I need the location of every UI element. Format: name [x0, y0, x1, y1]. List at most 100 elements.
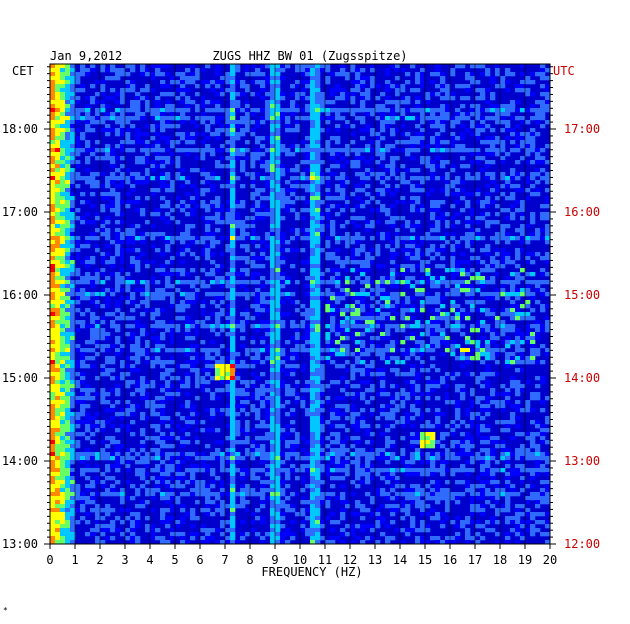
heatmap-cell	[385, 164, 391, 169]
heatmap-cell	[330, 232, 336, 237]
heatmap-cell	[50, 312, 56, 317]
heatmap-cell	[255, 216, 261, 221]
heatmap-cell	[295, 432, 301, 437]
heatmap-cell	[265, 212, 271, 217]
heatmap-cell	[440, 336, 446, 341]
heatmap-cell	[425, 368, 431, 373]
heatmap-cell	[350, 396, 356, 401]
heatmap-cell	[270, 128, 276, 133]
heatmap-cell	[420, 280, 426, 285]
heatmap-cell	[55, 308, 61, 313]
heatmap-cell	[355, 260, 361, 265]
heatmap-cell	[305, 108, 311, 113]
heatmap-cell	[305, 260, 311, 265]
heatmap-cell	[105, 288, 111, 293]
heatmap-cell	[125, 400, 131, 405]
heatmap-cell	[85, 128, 91, 133]
heatmap-cell	[525, 88, 531, 93]
heatmap-cell	[350, 68, 356, 73]
heatmap-cell	[120, 184, 126, 189]
heatmap-cell	[400, 316, 406, 321]
heatmap-cell	[435, 124, 441, 129]
heatmap-cell	[415, 288, 421, 293]
heatmap-cell	[215, 320, 221, 325]
heatmap-cell	[380, 264, 386, 269]
heatmap-cell	[405, 180, 411, 185]
heatmap-cell	[450, 264, 456, 269]
heatmap-cell	[175, 164, 181, 169]
heatmap-cell	[440, 304, 446, 309]
heatmap-cell	[450, 260, 456, 265]
heatmap-cell	[65, 244, 71, 249]
heatmap-cell	[450, 244, 456, 249]
heatmap-cell	[50, 340, 56, 345]
heatmap-cell	[500, 140, 506, 145]
heatmap-cell	[205, 108, 211, 113]
heatmap-cell	[350, 304, 356, 309]
heatmap-cell	[325, 308, 331, 313]
heatmap-cell	[305, 348, 311, 353]
heatmap-cell	[105, 132, 111, 137]
heatmap-cell	[65, 96, 71, 101]
heatmap-cell	[70, 236, 76, 241]
heatmap-cell	[510, 312, 516, 317]
heatmap-cell	[340, 176, 346, 181]
heatmap-cell	[85, 364, 91, 369]
heatmap-cell	[275, 356, 281, 361]
heatmap-cell	[395, 216, 401, 221]
heatmap-cell	[480, 284, 486, 289]
heatmap-cell	[465, 192, 471, 197]
heatmap-cell	[210, 280, 216, 285]
heatmap-cell	[270, 244, 276, 249]
heatmap-cell	[445, 220, 451, 225]
heatmap-cell	[535, 192, 541, 197]
heatmap-cell	[245, 72, 251, 77]
heatmap-cell	[230, 320, 236, 325]
heatmap-cell	[160, 164, 166, 169]
heatmap-cell	[75, 136, 81, 141]
heatmap-cell	[80, 220, 86, 225]
heatmap-cell	[145, 160, 151, 165]
heatmap-cell	[195, 236, 201, 241]
heatmap-cell	[75, 320, 81, 325]
heatmap-cell	[135, 268, 141, 273]
heatmap-cell	[355, 420, 361, 425]
heatmap-cell	[90, 232, 96, 237]
heatmap-cell	[475, 328, 481, 333]
heatmap-cell	[510, 148, 516, 153]
heatmap-cell	[450, 216, 456, 221]
heatmap-cell	[205, 388, 211, 393]
heatmap-cell	[480, 324, 486, 329]
heatmap-cell	[55, 92, 61, 97]
heatmap-cell	[205, 116, 211, 121]
heatmap-cell	[340, 208, 346, 213]
heatmap-cell	[75, 148, 81, 153]
heatmap-cell	[415, 320, 421, 325]
heatmap-cell	[55, 152, 61, 157]
heatmap-cell	[480, 416, 486, 421]
heatmap-cell	[100, 80, 106, 85]
heatmap-cell	[480, 336, 486, 341]
heatmap-cell	[530, 280, 536, 285]
heatmap-cell	[310, 72, 316, 77]
heatmap-cell	[355, 248, 361, 253]
heatmap-cell	[175, 328, 181, 333]
heatmap-cell	[90, 364, 96, 369]
heatmap-cell	[505, 364, 511, 369]
heatmap-cell	[520, 368, 526, 373]
heatmap-cell	[55, 72, 61, 77]
heatmap-cell	[435, 344, 441, 349]
heatmap-cell	[255, 156, 261, 161]
heatmap-cell	[235, 120, 241, 125]
heatmap-cell	[370, 76, 376, 81]
heatmap-cell	[190, 412, 196, 417]
heatmap-cell	[470, 300, 476, 305]
heatmap-cell	[60, 76, 66, 81]
heatmap-cell	[115, 244, 121, 249]
heatmap-cell	[410, 224, 416, 229]
heatmap-cell	[495, 332, 501, 337]
heatmap-cell	[460, 132, 466, 137]
heatmap-cell	[225, 164, 231, 169]
heatmap-cell	[335, 176, 341, 181]
heatmap-cell	[450, 132, 456, 137]
